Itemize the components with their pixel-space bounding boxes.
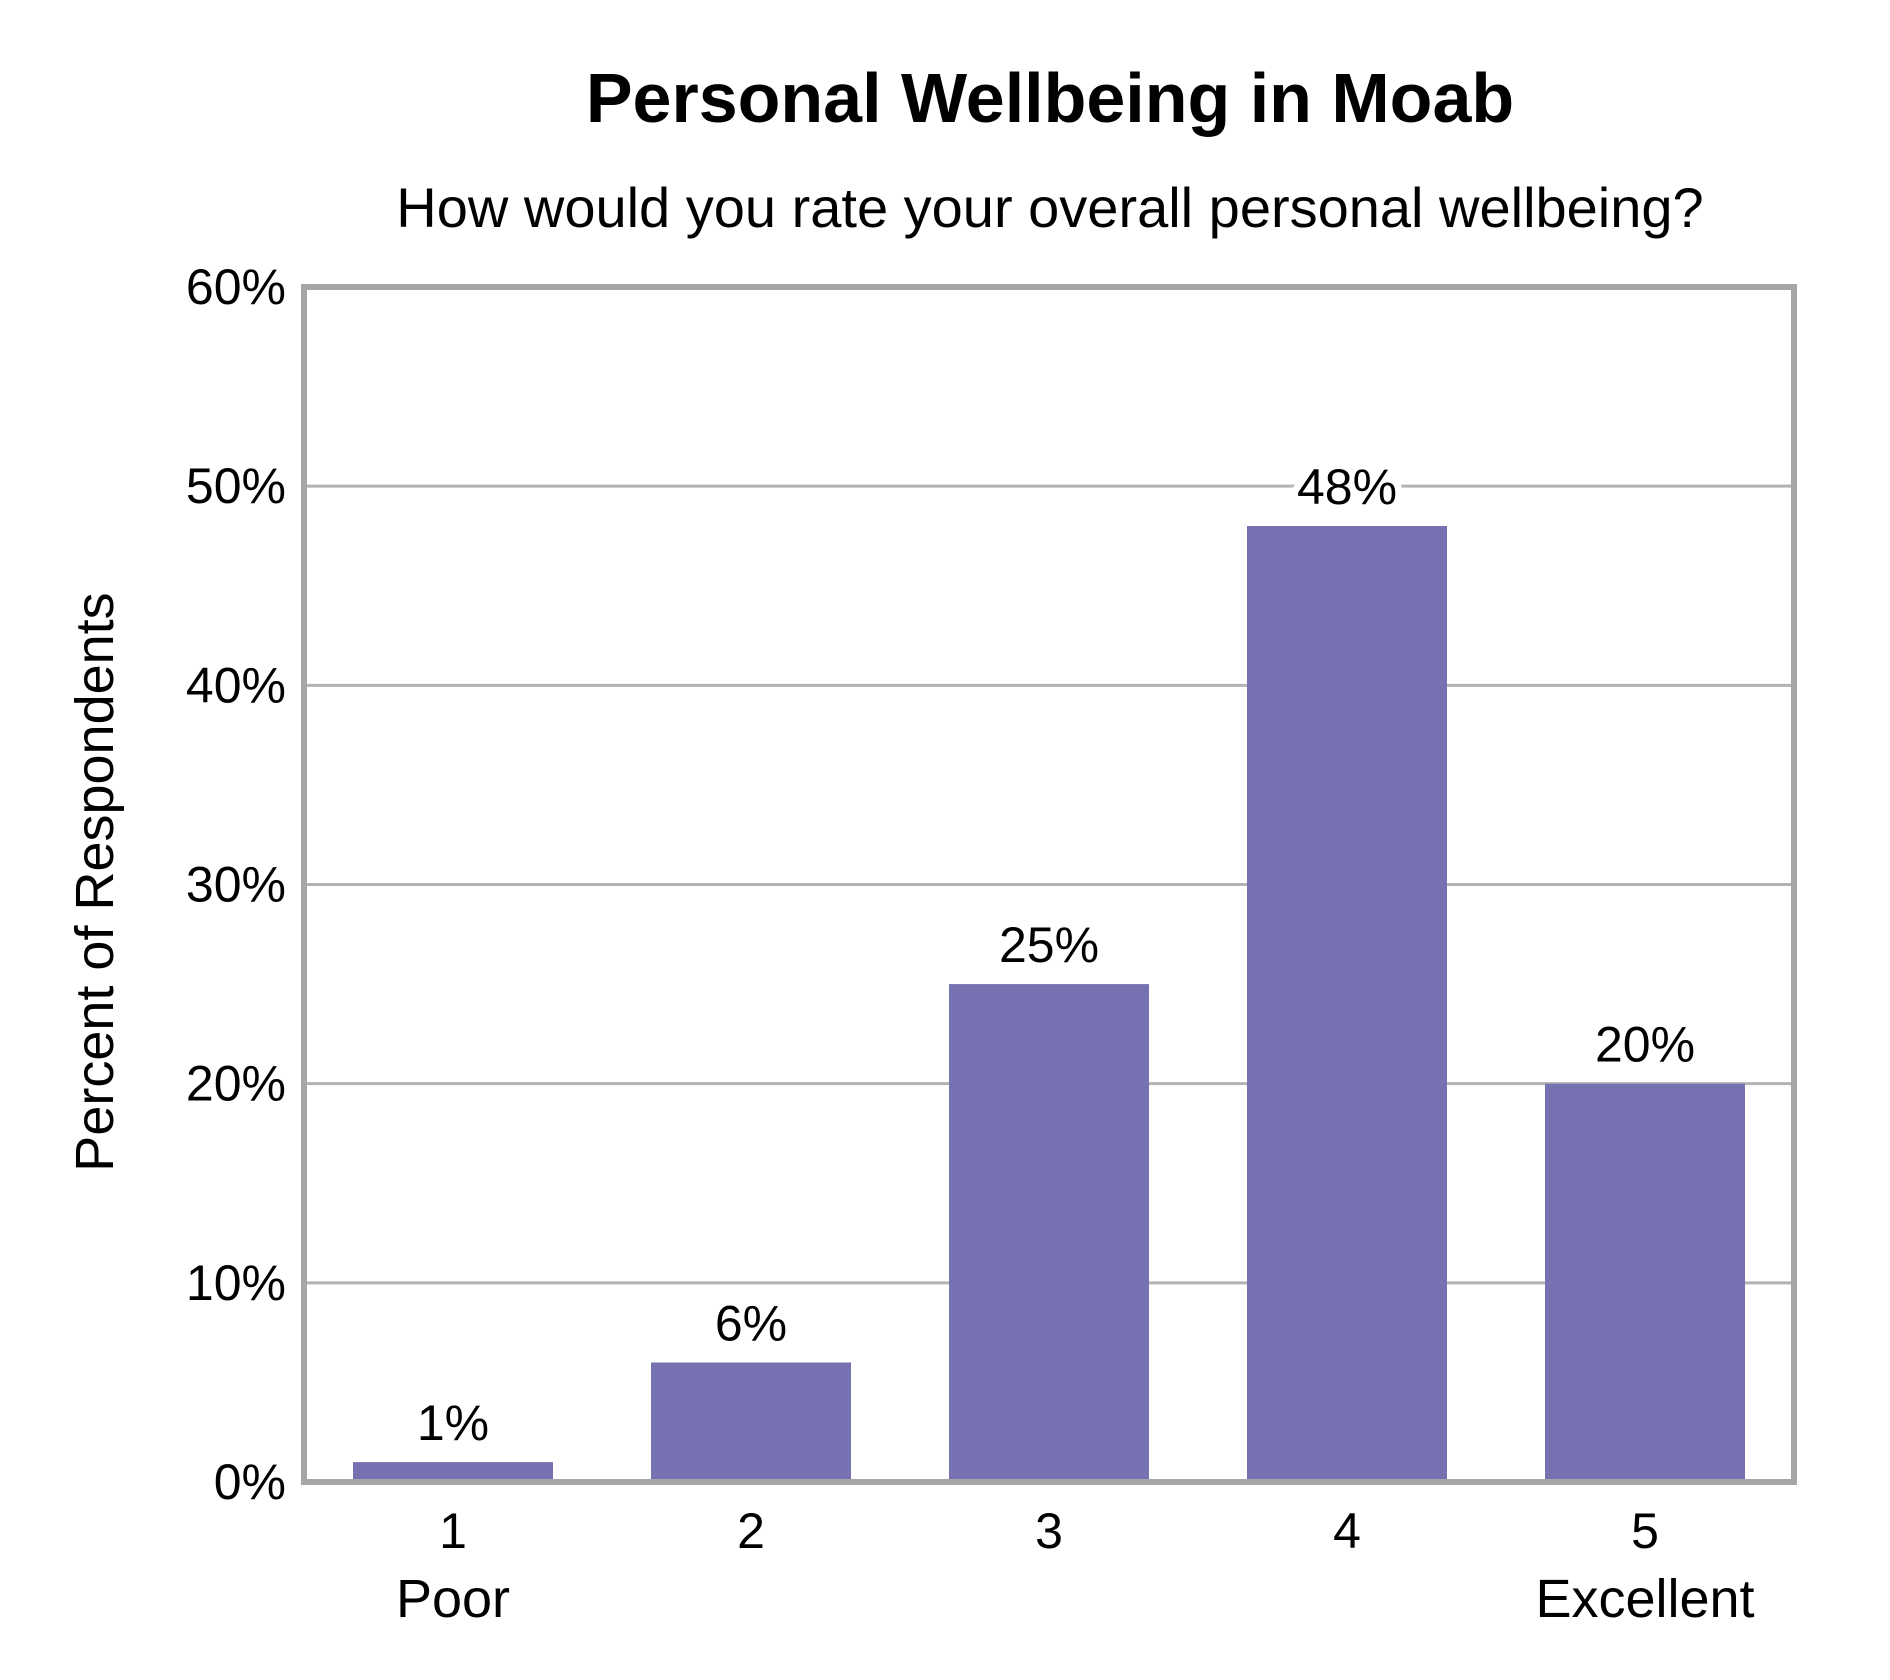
y-tick-label: 10% bbox=[186, 1255, 286, 1311]
bar bbox=[1545, 1083, 1745, 1482]
x-tick-label: 4 bbox=[1333, 1503, 1361, 1559]
data-label: 20% bbox=[1595, 1017, 1695, 1073]
bars bbox=[353, 526, 1745, 1482]
x-tick-label: 5 bbox=[1631, 1503, 1659, 1559]
data-label: 6% bbox=[715, 1296, 787, 1352]
bar bbox=[1247, 526, 1447, 1482]
data-labels: 1% 6% 25% 48% 20% bbox=[417, 452, 1695, 1451]
x-tick-label: 2 bbox=[737, 1503, 765, 1559]
x-tick-labels: 1 Poor 2 3 4 5 Excellent bbox=[396, 1503, 1755, 1629]
x-tick-label: 3 bbox=[1035, 1503, 1063, 1559]
bar bbox=[949, 984, 1149, 1482]
y-tick-label: 20% bbox=[186, 1056, 286, 1112]
y-tick-labels: 0% 10% 20% 30% 40% 50% 60% bbox=[186, 259, 286, 1510]
y-tick-label: 60% bbox=[186, 259, 286, 315]
chart-subtitle: How would you rate your overall personal… bbox=[396, 176, 1703, 239]
x-tick-sublabel: Excellent bbox=[1535, 1569, 1754, 1629]
y-axis-label: Percent of Respondents bbox=[65, 592, 125, 1171]
chart-title: Personal Wellbeing in Moab bbox=[586, 59, 1514, 137]
plot-frame bbox=[301, 284, 1797, 1485]
data-label: 25% bbox=[999, 917, 1099, 973]
x-tick-label: 1 bbox=[439, 1503, 467, 1559]
x-tick-sublabel: Poor bbox=[396, 1569, 510, 1629]
y-tick-label: 30% bbox=[186, 857, 286, 913]
y-tick-label: 50% bbox=[186, 458, 286, 514]
y-tick-label: 0% bbox=[214, 1454, 286, 1510]
data-label: 48% bbox=[1297, 459, 1397, 515]
bar bbox=[353, 1462, 553, 1482]
bar bbox=[651, 1362, 851, 1482]
data-label: 1% bbox=[417, 1395, 489, 1451]
y-tick-label: 40% bbox=[186, 657, 286, 713]
